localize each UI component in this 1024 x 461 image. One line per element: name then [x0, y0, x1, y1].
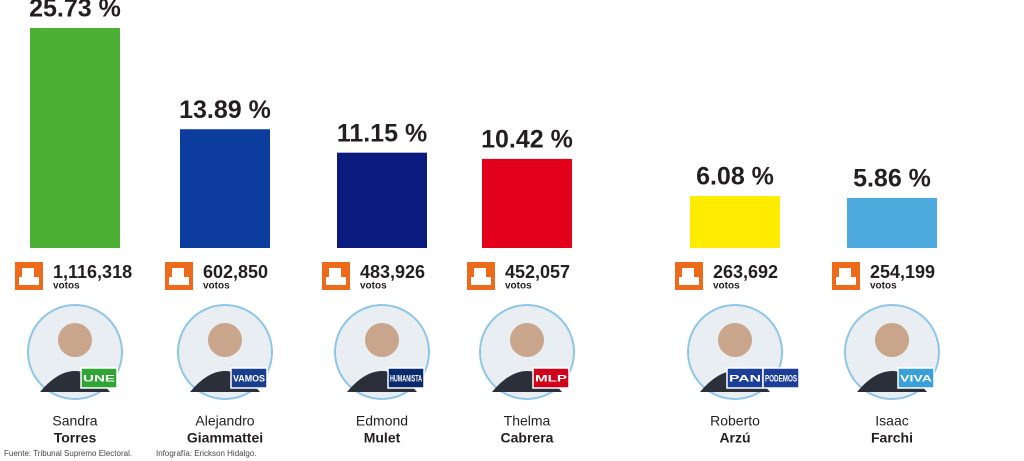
- value-label: 11.15 %: [337, 119, 427, 147]
- votes: 254,199: [870, 262, 935, 282]
- bar: [180, 129, 270, 248]
- party-logo-text: PODEMOS: [765, 373, 797, 383]
- party-logo: [762, 367, 800, 389]
- votes-unit: votos: [713, 281, 740, 292]
- last-name: Mulet: [364, 430, 401, 446]
- ballot-icon-part: [329, 268, 341, 277]
- ballot-icon-part: [326, 277, 346, 285]
- ballot-icon-part: [679, 277, 699, 285]
- value-label: 13.89 %: [179, 96, 271, 124]
- party-logo-text: VAMOS: [233, 373, 265, 383]
- party-logo: [230, 367, 268, 389]
- credit: Infografía: Erickson Hidalgo.: [156, 449, 257, 458]
- photo-head: [365, 323, 399, 357]
- first-name: Edmond: [356, 413, 408, 429]
- votes: 452,057: [505, 262, 570, 282]
- photo-head: [58, 323, 92, 357]
- value-label: 25.73 %: [29, 0, 121, 23]
- party-logo: [897, 367, 935, 389]
- bar: [337, 152, 427, 248]
- votes: 263,692: [713, 262, 778, 282]
- votes: 602,850: [203, 262, 268, 282]
- party-logo: [80, 367, 118, 389]
- first-name: Isaac: [875, 413, 908, 429]
- ballot-icon-part: [169, 277, 189, 285]
- ballot-icon-part: [471, 277, 491, 285]
- party-logo-text: MLP: [535, 373, 567, 383]
- party-logo: [387, 367, 425, 389]
- first-name: Thelma: [504, 413, 551, 429]
- photo-head: [510, 323, 544, 357]
- photo-head: [208, 323, 242, 357]
- party-logo-text: HUMANISTA: [390, 373, 422, 383]
- party-logo: [532, 367, 570, 389]
- last-name: Torres: [54, 430, 97, 446]
- photo-head: [875, 323, 909, 357]
- votes-unit: votos: [53, 281, 80, 292]
- last-name: Cabrera: [501, 430, 554, 446]
- value-label: 5.86 %: [853, 165, 931, 193]
- votes-unit: votos: [870, 281, 897, 292]
- source: Fuente: Tribunal Supremo Electoral.: [4, 449, 132, 458]
- votes-unit: votos: [360, 281, 387, 292]
- votes-unit: votos: [203, 281, 230, 292]
- ballot-icon-part: [839, 268, 851, 277]
- votes: 483,926: [360, 262, 425, 282]
- last-name: Arzú: [719, 430, 750, 446]
- ballot-icon-part: [474, 268, 486, 277]
- bar: [690, 196, 780, 248]
- first-name: Sandra: [52, 413, 97, 429]
- ballot-icon-part: [836, 277, 856, 285]
- bar: [482, 158, 572, 248]
- ballot-icon-part: [172, 268, 184, 277]
- value-label: 10.42 %: [481, 126, 573, 154]
- votes-unit: votos: [505, 281, 532, 292]
- bar: [847, 197, 937, 248]
- first-name: Alejandro: [195, 413, 254, 429]
- bar: [30, 28, 120, 248]
- last-name: Giammattei: [187, 430, 263, 446]
- ballot-icon-part: [22, 268, 34, 277]
- party-logo-text: PAN: [729, 373, 761, 383]
- ballot-icon-part: [19, 277, 39, 285]
- party-logo-text: VIVA: [900, 373, 933, 383]
- photo-head: [718, 323, 752, 357]
- party-logo-text: UNE: [83, 373, 115, 383]
- value-label: 6.08 %: [696, 163, 774, 191]
- last-name: Farchi: [871, 430, 913, 446]
- first-name: Roberto: [710, 413, 760, 429]
- votes: 1,116,318: [53, 262, 132, 282]
- ballot-icon-part: [682, 268, 694, 277]
